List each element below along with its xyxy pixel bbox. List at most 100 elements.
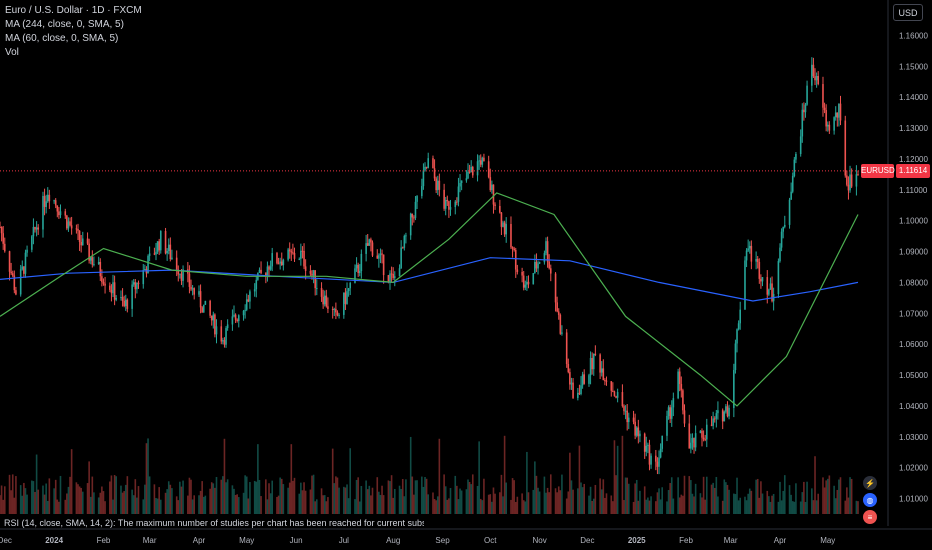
volume-bar	[15, 476, 17, 514]
volume-bar	[234, 494, 237, 514]
lightning-icon[interactable]: ⚡	[863, 476, 877, 490]
volume-bar	[416, 480, 418, 514]
candle-body	[459, 183, 461, 187]
candle-body	[769, 283, 772, 290]
candle-body	[258, 269, 261, 273]
volume-bar	[849, 477, 851, 514]
candle-body	[191, 288, 194, 290]
candle-body	[414, 201, 417, 218]
candle-body	[280, 261, 283, 266]
flag-icon[interactable]: ≡	[863, 510, 877, 524]
candle-body	[136, 282, 138, 290]
candle-body	[325, 295, 328, 307]
candle-body	[357, 264, 359, 274]
candle-body	[58, 211, 60, 216]
volume-bar	[491, 501, 493, 514]
volume-bar	[101, 486, 103, 514]
candle-body	[245, 299, 248, 310]
legend-title[interactable]: Euro / U.S. Dollar · 1D · FXCM	[5, 5, 142, 16]
volume-bar	[300, 482, 302, 514]
volume-bar	[569, 452, 571, 514]
volume-bar	[511, 478, 514, 514]
candle-body	[532, 273, 535, 285]
currency-button[interactable]: USD	[893, 4, 923, 21]
legend-vol[interactable]: Vol	[5, 47, 19, 58]
volume-bar	[487, 494, 490, 514]
volume-bar	[378, 491, 380, 514]
volume-bar	[656, 492, 659, 514]
candle-body	[370, 239, 372, 243]
candle-body	[569, 372, 571, 385]
candle-body	[75, 228, 78, 230]
candle-body	[846, 175, 848, 185]
candle-body	[815, 75, 818, 81]
volume-bar	[115, 476, 118, 514]
candle-body	[748, 245, 751, 249]
candle-body	[728, 407, 730, 417]
volume-bar	[99, 492, 102, 514]
candle-body	[499, 206, 501, 213]
volume-bar	[733, 493, 735, 514]
volume-bar	[756, 478, 759, 514]
volume-bar	[260, 496, 262, 514]
volume-bar	[257, 444, 259, 514]
volume-bar	[814, 456, 816, 514]
volume-bar	[826, 478, 829, 514]
candle-body	[561, 332, 563, 334]
volume-bar	[175, 496, 178, 514]
candle-body	[155, 251, 157, 255]
candle-body	[645, 445, 648, 452]
candle-body	[446, 200, 449, 202]
candle-body	[659, 448, 662, 458]
candle-body	[282, 259, 285, 266]
candle-body	[489, 177, 492, 191]
legend-ma244[interactable]: MA (244, close, 0, SMA, 5)	[5, 19, 124, 30]
candle-body	[702, 437, 705, 440]
globe-icon[interactable]: ◍	[863, 493, 877, 507]
volume-bar	[225, 482, 227, 514]
candle-body	[594, 353, 597, 355]
candle-body	[627, 417, 630, 423]
candle-body	[710, 424, 713, 426]
candle-body	[513, 248, 515, 251]
ma244-line	[0, 257, 859, 302]
candle-body	[158, 241, 160, 251]
volume-bar	[376, 477, 379, 514]
legend-ma60[interactable]: MA (60, close, 0, SMA, 5)	[5, 33, 119, 44]
candle-body	[436, 180, 439, 191]
volume-bar	[537, 487, 539, 514]
candle-body	[403, 235, 406, 248]
candle-body	[725, 406, 727, 412]
candle-body	[78, 230, 81, 242]
y-tick-label: 1.15000	[899, 62, 928, 71]
candle-body	[53, 200, 55, 202]
candle-body	[621, 392, 624, 407]
candle-body	[527, 281, 530, 285]
candle-body	[548, 261, 550, 269]
volume-bar	[459, 488, 461, 514]
x-tick-label: Sep	[435, 536, 450, 545]
volume-bar	[591, 500, 593, 514]
candle-body	[672, 398, 675, 408]
volume-bar	[370, 495, 372, 514]
candle-body	[32, 226, 35, 237]
candle-body	[43, 196, 46, 207]
volume-bar	[422, 486, 425, 514]
volume-bar	[312, 474, 315, 514]
volume-bar	[637, 500, 640, 514]
volume-bar	[304, 490, 307, 514]
volume-bar	[516, 496, 519, 514]
candle-body	[444, 200, 447, 209]
volume-bar	[478, 441, 480, 514]
volume-bar	[777, 501, 780, 514]
candle-body	[578, 392, 581, 394]
volume-bar	[588, 495, 590, 514]
volume-bar	[847, 497, 850, 514]
candle-body	[199, 291, 202, 308]
volume-bar	[791, 501, 794, 514]
volume-bar	[159, 499, 162, 514]
candle-body	[144, 268, 146, 271]
candle-body	[421, 186, 423, 197]
candle-body	[66, 215, 68, 229]
